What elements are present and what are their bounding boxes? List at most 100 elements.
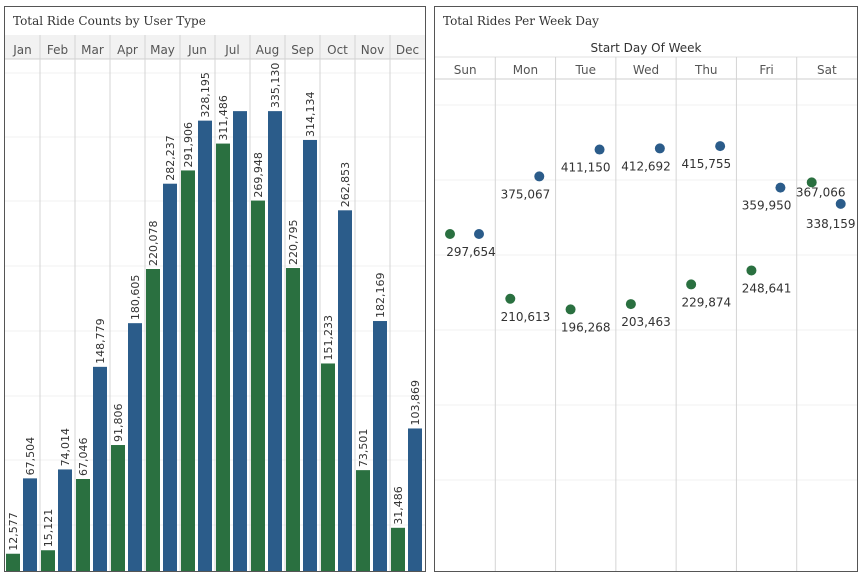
bar-green: [321, 363, 335, 571]
bar-green: [76, 478, 90, 571]
scatter-chart-svg: Sun Mon Tue Wed Thu Fri Sat 297,654 210,613 375,0…: [435, 56, 857, 571]
scatter-x-axis-title: Start Day Of Week: [590, 41, 702, 55]
scatter-point-blue: [715, 141, 726, 152]
bar-x-tick-label: Jul: [224, 43, 239, 57]
bar-x-tick-label: Feb: [47, 43, 68, 57]
bar-blue: [268, 111, 282, 571]
scatter-point-blue: [594, 144, 605, 155]
bar-blue: [373, 321, 387, 571]
bar-green: [251, 200, 265, 571]
bar-data-label: 151,233: [322, 315, 335, 361]
bar-blue: [23, 478, 37, 571]
bar-chart-panel: Total Ride Counts by User Type Jan Feb Mar…: [4, 6, 426, 572]
scatter-point-blue: [775, 182, 786, 193]
scatter-chart-panel: Total Rides Per Week Day Start Day Of We…: [434, 6, 858, 572]
bar-x-tick-label: Dec: [396, 43, 419, 57]
bar-data-label: 282,237: [164, 135, 177, 181]
bar-data-label: 12,577: [7, 512, 20, 551]
bar-data-label: 262,853: [339, 162, 352, 208]
bar-green: [391, 527, 405, 571]
scatter-data-label: 411,150: [561, 161, 611, 175]
bar-data-label: 328,195: [199, 72, 212, 118]
scatter-data-label: 412,692: [621, 159, 671, 173]
bar-data-label: 148,779: [94, 318, 107, 364]
bar-x-tick-label: Sep: [291, 43, 314, 57]
bar-blue: [58, 469, 72, 571]
scatter-point-green: [505, 293, 516, 304]
bar-data-label: 67,504: [24, 437, 37, 476]
bar-data-label: 335,130: [269, 63, 282, 109]
bar-green: [146, 269, 160, 571]
bar-blue: [128, 323, 142, 571]
scatter-x-tick-label: Thu: [694, 63, 718, 77]
scatter-data-label: 359,950: [742, 199, 792, 213]
scatter-data-label: 203,463: [621, 315, 671, 329]
scatter-x-tick-label: Wed: [633, 63, 659, 77]
bar-blue: [93, 366, 107, 571]
bar-data-label: 314,134: [304, 91, 317, 137]
bar-x-tick-label: Apr: [117, 43, 138, 57]
scatter-point-blue: [474, 229, 484, 239]
bar-chart-svg: Jan Feb Mar Apr May Jun Jul Aug Sep Oct Nov Dec 12,5…: [5, 35, 425, 571]
scatter-x-tick-label: Mon: [513, 63, 538, 77]
bar-blue: [408, 428, 422, 571]
scatter-point-green: [746, 265, 757, 276]
scatter-data-label: 375,067: [501, 187, 551, 201]
bar-data-label: 182,169: [374, 273, 387, 319]
bar-green: [181, 170, 195, 571]
scatter-data-label: 338,159: [806, 217, 856, 231]
scatter-data-label: 248,641: [742, 281, 792, 295]
bar-data-label: 220,078: [147, 221, 160, 267]
bar-green: [41, 550, 55, 571]
scatter-data-label: 210,613: [501, 310, 551, 324]
bar-chart-title: Total Ride Counts by User Type: [13, 14, 206, 28]
scatter-point-green: [565, 304, 576, 315]
bar-data-label: 180,605: [129, 275, 142, 321]
bar-data-label: 74,014: [59, 428, 72, 467]
bar-green: [216, 143, 230, 571]
bar-data-label: 73,501: [357, 429, 370, 468]
scatter-point-green: [625, 299, 636, 310]
bar-data-label: 103,869: [409, 380, 422, 426]
bar-x-tick-label: Jan: [12, 43, 32, 57]
scatter-x-tick-label: Sun: [454, 63, 477, 77]
bar-green: [286, 268, 300, 571]
scatter-data-label: 415,755: [681, 157, 731, 171]
bar-x-tick-label: Oct: [327, 43, 348, 57]
bar-data-label: 31,486: [392, 486, 405, 525]
bar-green: [111, 445, 125, 571]
bar-blue: [338, 210, 352, 571]
bar-blue: [198, 120, 212, 571]
scatter-point-blue: [534, 171, 545, 182]
bar-blue: [163, 183, 177, 571]
scatter-x-tick-label: Tue: [574, 63, 596, 77]
scatter-x-tick-label: Fri: [759, 63, 773, 77]
bar-x-tick-label: Aug: [256, 43, 279, 57]
scatter-x-tick-label: Sat: [817, 63, 837, 77]
bar-data-label: 311,486: [217, 95, 230, 141]
bar-x-tick-label: Jun: [187, 43, 207, 57]
bar-data-label: 269,948: [252, 152, 265, 198]
bar-data-label: 91,806: [112, 404, 125, 443]
bar-blue: [233, 111, 247, 571]
bar-x-tick-label: Nov: [361, 43, 384, 57]
scatter-point-blue: [835, 198, 846, 209]
bar-green: [356, 470, 370, 571]
bar-data-label: 220,795: [287, 220, 300, 266]
scatter-data-label: 297,654: [446, 245, 496, 259]
scatter-point-blue: [654, 143, 665, 154]
bar-data-label: 291,906: [182, 122, 195, 168]
scatter-data-label: 367,066: [796, 185, 846, 199]
bar-x-tick-label: Mar: [81, 43, 104, 57]
scatter-point-green: [686, 279, 697, 290]
bar-x-tick-label: May: [150, 43, 175, 57]
scatter-data-label: 196,268: [561, 320, 611, 334]
bar-data-label: 67,046: [77, 437, 90, 476]
scatter-point-green: [806, 177, 817, 188]
scatter-data-label: 229,874: [681, 295, 731, 309]
bar-green: [6, 553, 20, 571]
bar-blue: [303, 139, 317, 571]
bar-data-label: 15,121: [42, 509, 55, 548]
scatter-point-green: [445, 229, 455, 239]
scatter-chart-title: Total Rides Per Week Day: [443, 14, 599, 28]
